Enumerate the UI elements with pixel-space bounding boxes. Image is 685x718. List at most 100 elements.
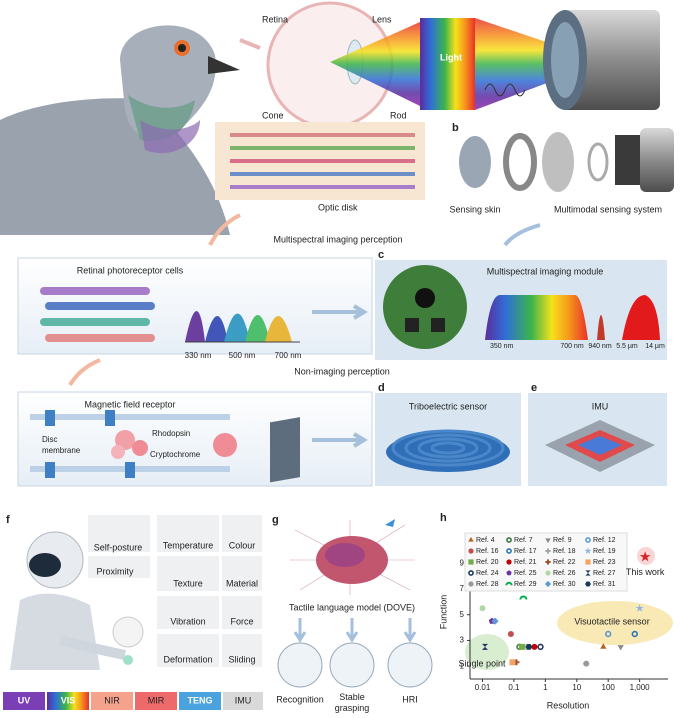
task-arrows — [293, 618, 417, 643]
legend-label: Ref. 17 — [514, 548, 537, 555]
label: Multispectral imaging perception — [273, 234, 402, 244]
data-point — [583, 660, 590, 667]
y-axis-title: Function — [438, 595, 448, 630]
wavelength: 350 nm — [490, 343, 514, 350]
legend-marker — [506, 570, 512, 576]
y-tick-label: 7 — [460, 584, 465, 593]
legend-label: Ref. 30 — [553, 581, 576, 588]
label: Cone — [262, 110, 284, 120]
label: Lens — [372, 14, 392, 24]
legend-label: Ref. 12 — [593, 537, 616, 544]
membrane — [30, 410, 300, 483]
data-point — [635, 604, 644, 612]
legend-label: Ref. 25 — [514, 570, 537, 577]
eye-diagram — [266, 1, 555, 129]
modality: TENG — [187, 695, 212, 705]
data-point — [507, 631, 514, 637]
legend-marker — [544, 580, 552, 588]
label: Non-imaging perception — [294, 366, 390, 376]
legend-marker — [468, 548, 474, 554]
model-title: Tactile language model (DOVE) — [289, 602, 415, 612]
modality: UV — [18, 695, 31, 705]
panel-label: g — [272, 514, 279, 526]
legend-marker — [545, 559, 551, 565]
label: Light — [440, 52, 462, 62]
legend-label: Ref. 20 — [476, 559, 499, 566]
label: Rod — [390, 110, 407, 120]
legend-label: Ref. 23 — [593, 559, 616, 566]
legend-marker — [506, 548, 512, 554]
legend-label: Ref. 29 — [514, 581, 537, 588]
data-point — [518, 643, 525, 650]
legend-marker — [585, 537, 591, 543]
legend-marker — [468, 570, 474, 576]
legend-label: Ref. 19 — [593, 548, 616, 555]
photoreceptors — [40, 287, 300, 343]
modality-bar — [3, 692, 263, 710]
x-tick-label: 100 — [602, 683, 616, 692]
legend-marker — [585, 559, 591, 565]
panel-label: e — [531, 382, 537, 394]
data-point — [639, 551, 651, 562]
data-point — [481, 643, 488, 650]
legend-marker — [468, 536, 474, 542]
legend-label: Ref. 16 — [476, 548, 499, 555]
perception: Texture — [173, 578, 203, 588]
label: Retina — [262, 14, 288, 24]
box-title: Magnetic field receptor — [84, 399, 175, 409]
retina-cells — [215, 122, 425, 200]
imaging-module — [383, 265, 660, 349]
annotation: Visuotactile sensor — [574, 616, 649, 626]
task: Stable grasping — [335, 692, 370, 713]
legend-marker — [545, 570, 551, 576]
wavelength: 700 nm — [275, 351, 302, 360]
arrow — [312, 432, 368, 448]
x-tick-label: 0.01 — [475, 683, 491, 692]
perception: Self-posture — [94, 542, 143, 552]
label: Rhodopsin — [152, 429, 190, 438]
arrow — [239, 38, 261, 50]
x-tick-label: 1 — [543, 683, 548, 692]
perception: Force — [230, 616, 253, 626]
y-tick-label: 1 — [460, 661, 465, 670]
data-point — [525, 644, 533, 650]
sensing-components — [459, 128, 674, 192]
legend-label: Ref. 26 — [553, 570, 576, 577]
data-point — [519, 595, 528, 600]
legend-label: Ref. 24 — [476, 570, 499, 577]
perception: Temperature — [163, 540, 214, 550]
legend-label: Ref. 4 — [476, 537, 495, 544]
panel-label: f — [6, 514, 10, 526]
data-point — [631, 630, 638, 638]
point-label: This work — [626, 567, 665, 577]
wavelength: 5.5 µm — [616, 343, 638, 350]
perception: Sliding — [228, 654, 255, 664]
legend-marker — [585, 570, 591, 576]
panel-label: b — [452, 122, 459, 134]
label: Multimodal sensing system — [554, 204, 662, 214]
legend-label: Ref. 21 — [514, 559, 537, 566]
legend-label: Ref. 22 — [553, 559, 576, 566]
label: Sensing skin — [449, 204, 500, 214]
y-tick-label: 3 — [460, 636, 465, 645]
legend-label: Ref. 27 — [593, 570, 616, 577]
wavelength: 940 nm — [588, 343, 612, 350]
panel-label: h — [440, 512, 447, 524]
x-tick-label: 10 — [572, 683, 581, 692]
data-point — [531, 643, 538, 650]
y-tick-label: 5 — [460, 610, 465, 619]
imu-chip — [545, 420, 655, 472]
legend-marker — [545, 538, 551, 544]
y-tick-label: 9 — [460, 558, 465, 567]
legend-marker — [505, 581, 513, 586]
box-title: Retinal photoreceptor cells — [77, 265, 184, 275]
x-axis-title: Resolution — [547, 700, 590, 710]
legend-label: Ref. 18 — [553, 548, 576, 555]
arrow — [68, 358, 101, 387]
perception: Colour — [229, 540, 256, 550]
task: Recognition — [276, 694, 324, 704]
arrow — [503, 223, 541, 247]
legend-marker — [468, 581, 474, 587]
